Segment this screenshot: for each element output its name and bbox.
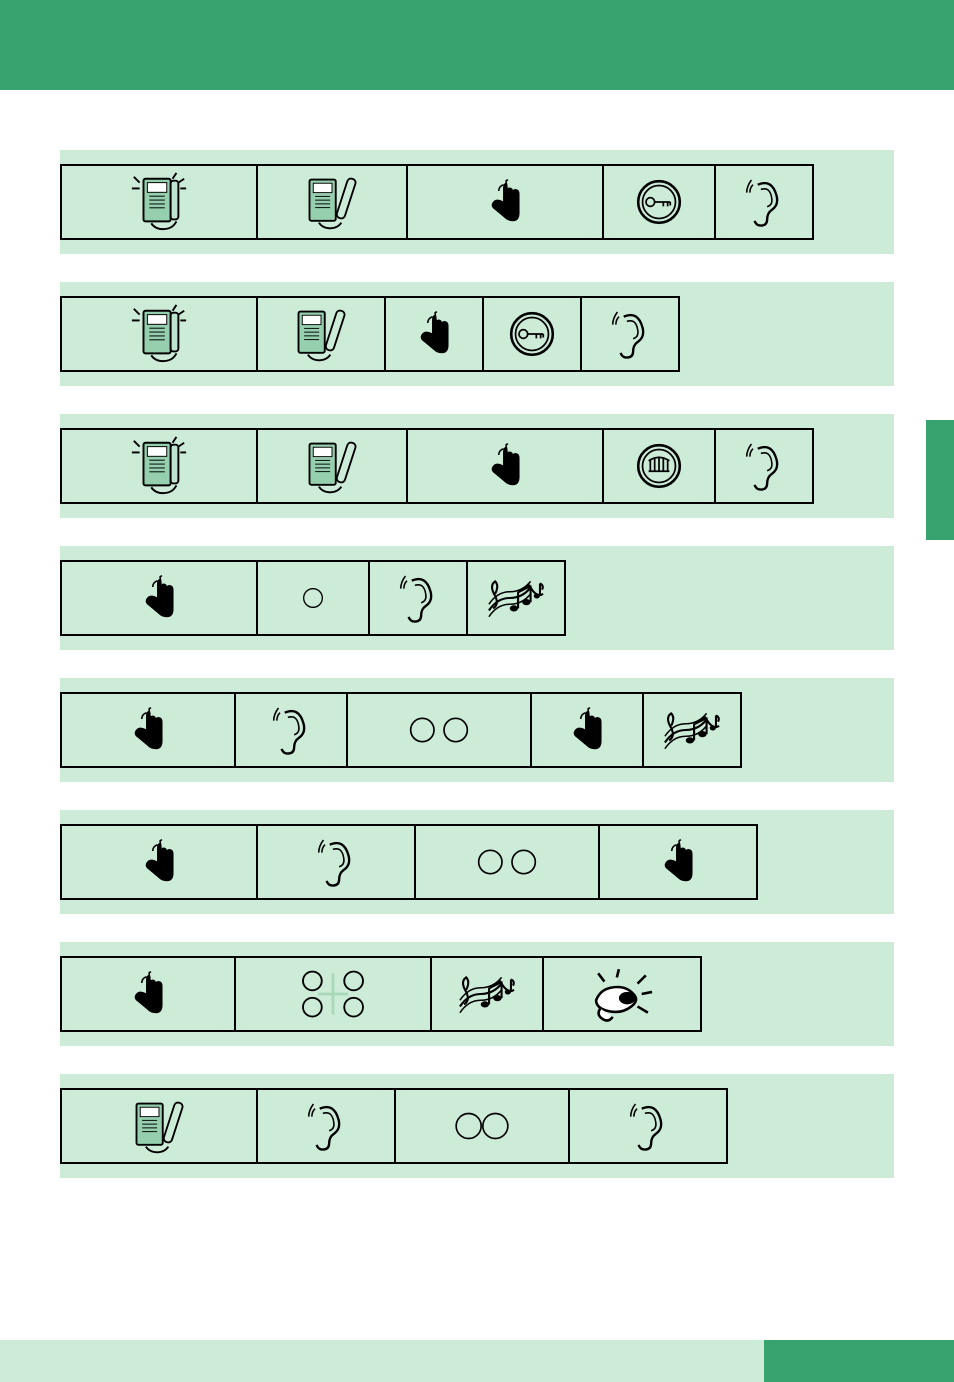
row7-band [60, 942, 894, 1046]
press-hand-icon [137, 836, 181, 888]
row5 [60, 692, 894, 768]
row8-cell-1 [256, 1088, 396, 1164]
row1 [60, 164, 894, 240]
row3-cell-0 [60, 428, 258, 504]
row1-cell-1 [256, 164, 408, 240]
row7-cell-0 [60, 956, 236, 1032]
top-banner [0, 0, 954, 90]
row2 [60, 296, 894, 372]
press-hand-icon [137, 572, 181, 624]
row8-cell-3 [568, 1088, 728, 1164]
two-buttons-icon [384, 705, 494, 755]
two-buttons-tight-icon [432, 1101, 532, 1151]
row3 [60, 428, 894, 504]
row3-cell-2 [406, 428, 604, 504]
row1-band [60, 150, 894, 254]
press-hand-icon [565, 704, 609, 756]
row8-band [60, 1074, 894, 1178]
ear-icon [742, 175, 786, 229]
row4-cell-0 [60, 560, 258, 636]
key-button-icon [506, 308, 558, 360]
row4-cell-2 [368, 560, 468, 636]
row8-cell-2 [394, 1088, 570, 1164]
row5-cell-4 [642, 692, 742, 768]
press-hand-icon [483, 176, 527, 228]
music-notes-icon [452, 969, 522, 1019]
row2-cell-0 [60, 296, 258, 372]
row2-cell-4 [580, 296, 680, 372]
side-tab [926, 420, 954, 540]
row5-cell-2 [346, 692, 532, 768]
row4-band [60, 546, 894, 650]
row7-cell-3 [542, 956, 702, 1032]
row2-cell-1 [256, 296, 386, 372]
corner-tab [764, 1340, 954, 1382]
row3-band [60, 414, 894, 518]
row3-cell-4 [714, 428, 814, 504]
row5-cell-0 [60, 692, 236, 768]
press-hand-icon [126, 704, 170, 756]
instruction-grid [60, 150, 894, 1206]
music-notes-icon [657, 705, 727, 755]
phone-ringing-icon [128, 303, 190, 365]
row8-cell-0 [60, 1088, 258, 1164]
ear-icon [304, 1099, 348, 1153]
row6-cell-1 [256, 824, 416, 900]
alarm-horn-icon [582, 965, 662, 1023]
key-button-icon [633, 176, 685, 228]
press-hand-icon [412, 308, 456, 360]
row3-cell-1 [256, 428, 408, 504]
press-hand-icon [656, 836, 700, 888]
row6-cell-2 [414, 824, 600, 900]
row2-cell-3 [482, 296, 582, 372]
row7 [60, 956, 894, 1032]
press-hand-icon [483, 440, 527, 492]
row8 [60, 1088, 894, 1164]
row5-cell-3 [530, 692, 644, 768]
row5-cell-1 [234, 692, 348, 768]
four-buttons-icon [268, 964, 398, 1024]
row1-cell-0 [60, 164, 258, 240]
ear-icon [608, 307, 652, 361]
ear-icon [626, 1099, 670, 1153]
row6-band [60, 810, 894, 914]
phone-ringing-icon [128, 435, 190, 497]
ear-icon [396, 571, 440, 625]
row3-cell-3 [602, 428, 716, 504]
bottom-pale-strip [0, 1340, 764, 1382]
one-button-icon [293, 578, 333, 618]
row4-cell-1 [256, 560, 370, 636]
two-buttons-icon [452, 837, 562, 887]
row7-cell-2 [430, 956, 544, 1032]
row2-cell-2 [384, 296, 484, 372]
ear-icon [314, 835, 358, 889]
row5-band [60, 678, 894, 782]
phone-pickup-icon [302, 435, 362, 497]
phone-pickup-icon [291, 303, 351, 365]
music-notes-icon [481, 573, 551, 623]
gate-button-icon [633, 440, 685, 492]
row1-cell-2 [406, 164, 604, 240]
row7-cell-1 [234, 956, 432, 1032]
ear-icon [742, 439, 786, 493]
row4-cell-3 [466, 560, 566, 636]
row4 [60, 560, 894, 636]
phone-ringing-icon [128, 171, 190, 233]
press-hand-icon [126, 968, 170, 1020]
phone-pickup-icon [129, 1095, 189, 1157]
row1-cell-4 [714, 164, 814, 240]
row6 [60, 824, 894, 900]
row1-cell-3 [602, 164, 716, 240]
phone-pickup-icon [302, 171, 362, 233]
row6-cell-0 [60, 824, 258, 900]
row2-band [60, 282, 894, 386]
row6-cell-3 [598, 824, 758, 900]
ear-icon [269, 703, 313, 757]
